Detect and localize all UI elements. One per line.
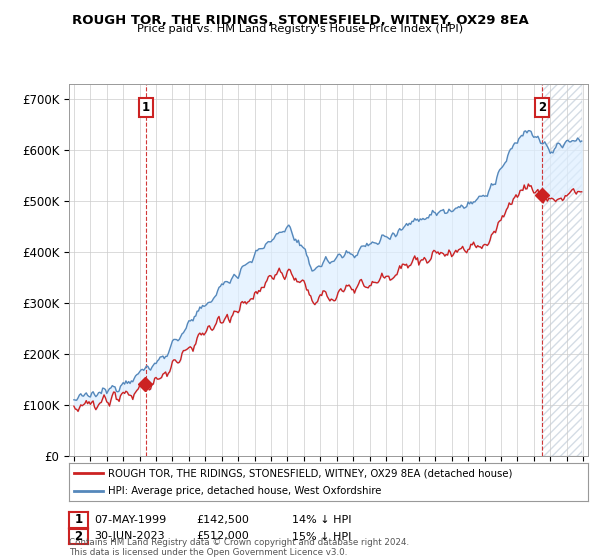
Text: 1: 1 [142,101,150,114]
Text: ROUGH TOR, THE RIDINGS, STONESFIELD, WITNEY, OX29 8EA (detached house): ROUGH TOR, THE RIDINGS, STONESFIELD, WIT… [108,468,512,478]
Text: 14% ↓ HPI: 14% ↓ HPI [292,515,352,525]
Text: £512,000: £512,000 [196,531,249,542]
Text: 2: 2 [538,101,546,114]
Text: 1: 1 [74,513,83,526]
Text: 15% ↓ HPI: 15% ↓ HPI [292,531,352,542]
Text: 2: 2 [74,530,83,543]
Text: £142,500: £142,500 [196,515,249,525]
Text: Contains HM Land Registry data © Crown copyright and database right 2024.
This d: Contains HM Land Registry data © Crown c… [69,538,409,557]
Text: Price paid vs. HM Land Registry's House Price Index (HPI): Price paid vs. HM Land Registry's House … [137,24,463,34]
Text: ROUGH TOR, THE RIDINGS, STONESFIELD, WITNEY, OX29 8EA: ROUGH TOR, THE RIDINGS, STONESFIELD, WIT… [71,14,529,27]
Text: 30-JUN-2023: 30-JUN-2023 [94,531,165,542]
Text: 07-MAY-1999: 07-MAY-1999 [94,515,166,525]
Text: HPI: Average price, detached house, West Oxfordshire: HPI: Average price, detached house, West… [108,486,382,496]
